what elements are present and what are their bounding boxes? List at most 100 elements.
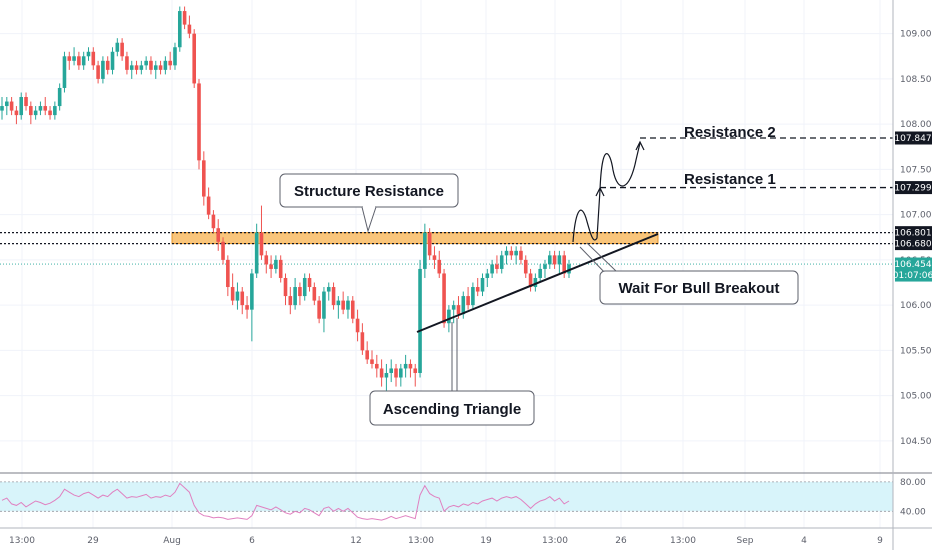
- candle-body: [245, 305, 249, 310]
- candle-body: [211, 214, 216, 229]
- candle-body: [177, 11, 182, 48]
- resistance-2-price-tag: [895, 131, 932, 145]
- x-tick-label: 13:00: [9, 536, 35, 546]
- zone-top-price-tag: [895, 226, 932, 240]
- candle-body: [81, 56, 86, 66]
- candle-body: [0, 106, 4, 111]
- candle-body: [149, 60, 153, 70]
- candle-body: [456, 305, 461, 315]
- candle-body: [14, 110, 19, 116]
- wait-breakout-callout: Wait For Bull Breakout: [579, 242, 799, 305]
- price-axis[interactable]: 109.000108.500108.000107.500107.000106.5…: [900, 30, 932, 447]
- candle-body: [480, 277, 485, 292]
- candle-body: [413, 368, 418, 373]
- candle-body: [394, 368, 398, 378]
- candle-body: [120, 42, 124, 57]
- candle-body: [86, 51, 91, 57]
- y-tick-label: 107.000: [900, 211, 932, 221]
- candle-body: [399, 368, 403, 378]
- countdown-text: 01:07:06: [893, 271, 932, 281]
- candle-body: [226, 259, 230, 288]
- resistance-2-price-text: 107.847: [894, 134, 931, 144]
- candle-body: [418, 268, 422, 373]
- y-tick-label: 106.000: [900, 301, 932, 311]
- arrow-head-1-icon: [595, 186, 605, 197]
- price-tags: 107.847 107.299 106.801 106.680 106.454 …: [893, 131, 932, 282]
- candle-body: [562, 255, 566, 274]
- candle-body: [384, 372, 389, 378]
- rsi-line: [1, 482, 570, 521]
- x-tick-label: 29: [87, 536, 99, 546]
- wait-breakout-text: Wait For Bull Breakout: [618, 280, 779, 297]
- rsi-tick-label: 80.00: [900, 478, 926, 488]
- x-tick-label: 19: [480, 536, 492, 546]
- candle-body: [408, 363, 413, 369]
- candle-body: [250, 273, 254, 310]
- candle-body: [389, 368, 394, 373]
- candle-body: [274, 259, 278, 269]
- current-price-tag: [895, 257, 932, 282]
- x-tick-label: 13:00: [408, 536, 434, 546]
- candle-body: [57, 87, 62, 107]
- ascending-triangle-text: Ascending Triangle: [383, 401, 521, 418]
- candle-body: [350, 300, 355, 319]
- resistance-1-price-text: 107.299: [894, 184, 931, 194]
- candle-body: [355, 318, 360, 333]
- x-tick-label: Aug: [163, 536, 181, 546]
- zone-top-price-text: 106.801: [894, 229, 931, 239]
- candle-body: [423, 232, 427, 269]
- candle-body: [24, 97, 28, 107]
- candle-body: [567, 264, 571, 274]
- candle-body: [461, 296, 466, 315]
- zone-bottom-price-tag: [895, 237, 932, 251]
- candle-body: [437, 259, 442, 274]
- candle-body: [288, 296, 293, 306]
- candle-body: [547, 255, 552, 265]
- y-tick-label: 105.500: [900, 346, 932, 356]
- candle-body: [206, 196, 211, 215]
- candle-body: [365, 350, 369, 360]
- candle-body: [307, 277, 312, 288]
- candle-body: [168, 60, 172, 66]
- candle-body: [19, 97, 24, 116]
- candle-body: [38, 106, 43, 111]
- x-tick-label: 4: [801, 536, 807, 546]
- candle-body: [105, 60, 110, 70]
- x-tick-label: 12: [350, 536, 361, 546]
- candle-body: [254, 232, 259, 274]
- candle-body: [302, 277, 307, 297]
- candle-body: [466, 296, 470, 306]
- candle-body: [264, 255, 269, 265]
- candle-body: [499, 255, 504, 269]
- candle-body: [533, 277, 538, 288]
- candle-body: [543, 264, 547, 269]
- candle-body: [322, 291, 326, 319]
- rsi-axis[interactable]: 80.00 40.00: [900, 478, 926, 517]
- candle-body: [504, 250, 509, 256]
- ascending-triangle-trendline: [416, 233, 659, 333]
- candle-body: [293, 287, 297, 306]
- candle-body: [101, 60, 105, 79]
- candle-body: [374, 363, 379, 369]
- structure-resistance-callout: Structure Resistance: [279, 173, 459, 233]
- candle-body: [5, 101, 9, 107]
- candle-body: [216, 228, 221, 242]
- candle-body: [557, 255, 562, 265]
- candle-body: [29, 106, 33, 116]
- candle-body: [509, 250, 514, 256]
- candle-body: [379, 368, 384, 378]
- resistance-2-label: Resistance 2: [684, 124, 776, 141]
- candle-body: [370, 359, 374, 364]
- candle-body: [475, 287, 480, 292]
- candle-body: [341, 300, 345, 310]
- candle-body: [326, 287, 331, 292]
- candle-body: [312, 287, 317, 301]
- time-axis[interactable]: 13:00 29 Aug 6 12 13:00 19 13:00 26 13:00 Sep 4 9: [9, 536, 883, 546]
- candle-body: [317, 300, 321, 319]
- candle-body: [336, 300, 341, 306]
- candle-body: [514, 250, 518, 256]
- candle-body: [96, 65, 100, 79]
- resistance-1-label: Resistance 1: [684, 171, 776, 188]
- candle-body: [125, 56, 129, 70]
